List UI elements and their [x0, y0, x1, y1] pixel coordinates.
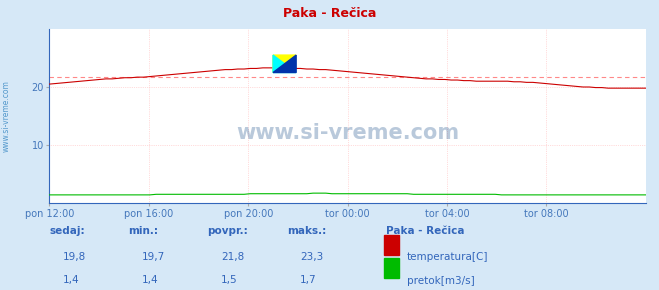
- Text: 1,4: 1,4: [142, 276, 158, 285]
- Text: 19,7: 19,7: [142, 252, 165, 262]
- Text: www.si-vreme.com: www.si-vreme.com: [236, 124, 459, 143]
- Text: povpr.:: povpr.:: [208, 226, 248, 236]
- Text: 1,7: 1,7: [300, 276, 316, 285]
- Text: temperatura[C]: temperatura[C]: [407, 252, 488, 262]
- Text: Paka - Rečica: Paka - Rečica: [386, 226, 464, 236]
- Text: 1,4: 1,4: [63, 276, 79, 285]
- Text: www.si-vreme.com: www.si-vreme.com: [2, 80, 11, 152]
- Text: 19,8: 19,8: [63, 252, 86, 262]
- Text: maks.:: maks.:: [287, 226, 326, 236]
- Text: min.:: min.:: [129, 226, 159, 236]
- Text: 21,8: 21,8: [221, 252, 244, 262]
- Text: sedaj:: sedaj:: [49, 226, 85, 236]
- Text: 23,3: 23,3: [300, 252, 323, 262]
- Text: pretok[m3/s]: pretok[m3/s]: [407, 276, 474, 285]
- Text: 1,5: 1,5: [221, 276, 237, 285]
- Text: Paka - Rečica: Paka - Rečica: [283, 7, 376, 20]
